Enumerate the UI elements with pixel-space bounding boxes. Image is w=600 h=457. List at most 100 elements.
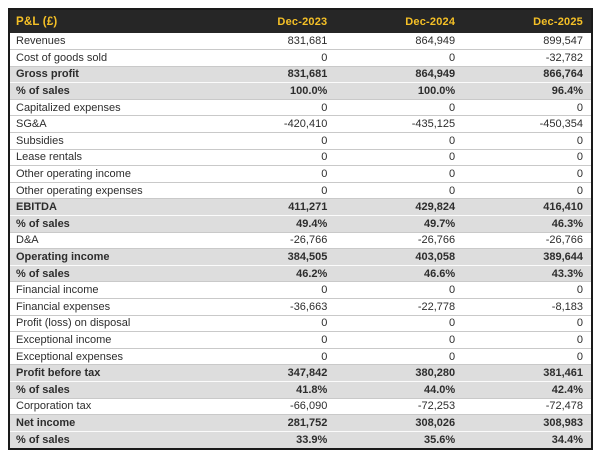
cell-value: 899,547 (543, 35, 583, 48)
cell-value: -22,778 (417, 300, 456, 313)
cell-value: 864,949 (415, 68, 456, 81)
cell-value: 0 (576, 317, 583, 330)
header-col-dec-2023: Dec-2023 (207, 10, 336, 33)
row-label: Other operating expenses (16, 184, 143, 197)
cell-value: 416,410 (543, 201, 583, 214)
cell-value: 831,681 (287, 68, 328, 81)
table-row: Operating income 384,505 403,058 389,644 (10, 248, 591, 266)
table-row: Revenues 831,681 864,949 899,547 (10, 33, 591, 50)
row-label: Capitalized expenses (16, 101, 121, 114)
table-row: Lease rentals 0 0 0 (10, 149, 591, 166)
cell-value: 281,752 (287, 416, 328, 429)
cell-value: 308,026 (415, 416, 456, 429)
table-row: Net income 281,752 308,026 308,983 (10, 414, 591, 432)
cell-value: 46.6% (423, 267, 456, 280)
cell-value: 0 (576, 134, 583, 147)
cell-value: -26,766 (545, 234, 583, 247)
table-row: Cost of goods sold 0 0 -32,782 (10, 49, 591, 67)
cell-value: 0 (321, 51, 328, 64)
cell-value: 34.4% (551, 433, 583, 446)
cell-value: 429,824 (415, 201, 456, 214)
cell-value: 0 (449, 151, 456, 164)
cell-value: 0 (321, 184, 328, 197)
cell-value: 411,271 (288, 201, 328, 214)
cell-value: 866,764 (543, 68, 583, 81)
cell-value: 0 (449, 284, 456, 297)
table-row: % of sales 46.2% 46.6% 43.3% (10, 265, 591, 282)
row-label: % of sales (16, 217, 70, 230)
row-label: Other operating income (16, 168, 131, 181)
header-col-dec-2025: Dec-2025 (463, 10, 591, 33)
cell-value: -420,410 (283, 118, 328, 131)
row-label: EBITDA (16, 201, 57, 214)
cell-value: 96.4% (551, 85, 583, 98)
table-row: Profit before tax 347,842 380,280 381,461 (10, 364, 591, 382)
table-header-row: P&L (£) Dec-2023 Dec-2024 Dec-2025 (10, 10, 591, 33)
cell-value: -26,766 (290, 234, 328, 247)
cell-value: -32,782 (545, 51, 583, 64)
cell-value: 0 (576, 333, 583, 346)
table-row: Financial income 0 0 0 (10, 281, 591, 299)
row-label: Financial income (16, 284, 99, 297)
table-row: Other operating income 0 0 0 (10, 165, 591, 183)
cell-value: 380,280 (415, 367, 456, 380)
cell-value: 831,681 (287, 35, 328, 48)
cell-value: 100.0% (417, 85, 456, 98)
cell-value: 864,949 (415, 35, 456, 48)
cell-value: 41.8% (296, 383, 328, 396)
cell-value: 46.2% (296, 267, 328, 280)
row-label: % of sales (16, 85, 70, 98)
cell-value: 403,058 (415, 251, 456, 264)
cell-value: 0 (576, 184, 583, 197)
cell-value: 0 (321, 317, 328, 330)
cell-value: -435,125 (411, 118, 456, 131)
cell-value: 0 (321, 350, 328, 363)
row-label: Operating income (16, 251, 110, 264)
table-row: Profit (loss) on disposal 0 0 0 (10, 315, 591, 332)
pnl-table: P&L (£) Dec-2023 Dec-2024 Dec-2025 Reven… (8, 8, 593, 450)
table-title: P&L (£) (10, 10, 208, 33)
cell-value: 384,505 (287, 251, 328, 264)
cell-value: 0 (449, 101, 456, 114)
row-label: Subsidies (16, 134, 64, 147)
cell-value: 347,842 (287, 367, 328, 380)
table-row: Exceptional income 0 0 0 (10, 331, 591, 349)
cell-value: 0 (321, 151, 328, 164)
table-row: Exceptional expenses 0 0 0 (10, 348, 591, 365)
table-row: % of sales 33.9% 35.6% 34.4% (10, 431, 591, 448)
row-label: % of sales (16, 383, 70, 396)
cell-value: 0 (449, 317, 456, 330)
cell-value: 0 (449, 51, 456, 64)
cell-value: 49.7% (423, 217, 456, 230)
row-label: Revenues (16, 35, 66, 48)
table-row: Other operating expenses 0 0 0 (10, 182, 591, 199)
cell-value: 0 (321, 333, 328, 346)
cell-value: 0 (449, 134, 456, 147)
row-label: SG&A (16, 118, 47, 131)
cell-value: 0 (449, 184, 456, 197)
cell-value: 0 (576, 151, 583, 164)
cell-value: 0 (449, 350, 456, 363)
table-row: % of sales 41.8% 44.0% 42.4% (10, 381, 591, 399)
cell-value: 42.4% (551, 383, 583, 396)
cell-value: 0 (449, 333, 456, 346)
cell-value: 35.6% (423, 433, 456, 446)
cell-value: -72,253 (417, 400, 456, 413)
table-row: % of sales 49.4% 49.7% 46.3% (10, 215, 591, 233)
cell-value: 0 (449, 168, 456, 181)
cell-value: 0 (576, 284, 583, 297)
cell-value: 49.4% (296, 217, 328, 230)
cell-value: 0 (576, 350, 583, 363)
row-label: Profit (loss) on disposal (16, 317, 131, 330)
header-col-dec-2024: Dec-2024 (335, 10, 464, 33)
row-label: Gross profit (16, 68, 79, 81)
row-label: D&A (16, 234, 39, 247)
cell-value: 0 (321, 168, 328, 181)
cell-value: 308,983 (543, 416, 583, 429)
cell-value: 44.0% (423, 383, 456, 396)
table-row: SG&A -420,410 -435,125 -450,354 (10, 115, 591, 133)
cell-value: 381,461 (543, 367, 583, 380)
cell-value: 0 (321, 134, 328, 147)
table-row: Subsidies 0 0 0 (10, 132, 591, 150)
cell-value: 0 (321, 284, 328, 297)
